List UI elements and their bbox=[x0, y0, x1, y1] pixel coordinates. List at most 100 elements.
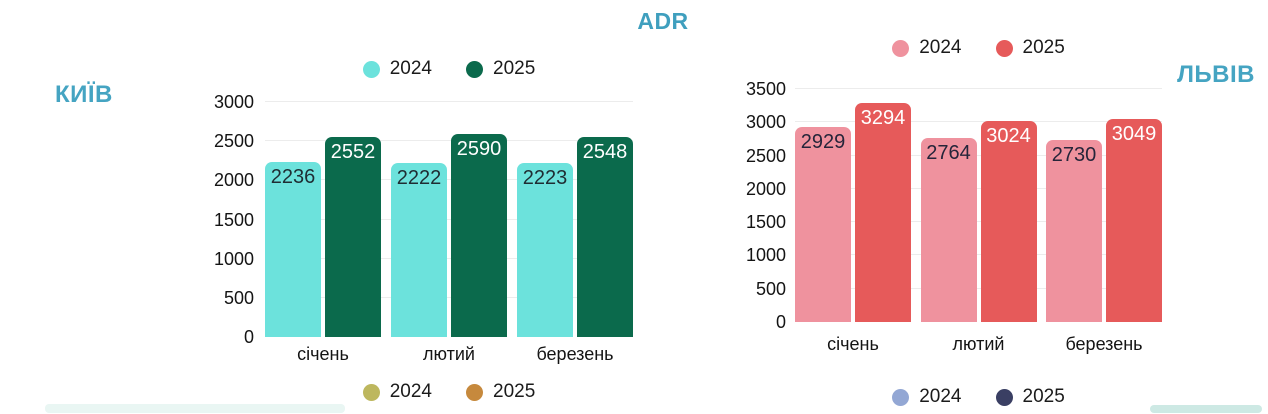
y-tick-label: 2000 bbox=[745, 178, 786, 199]
kyiv-y-axis: 0 500 1000 1500 2000 2500 3000 bbox=[180, 93, 254, 346]
kyiv-x-axis: січень лютий березень bbox=[265, 344, 633, 365]
bar-березень-2025: 3049 bbox=[1106, 119, 1162, 322]
bar-лютий-2025: 2590 bbox=[451, 134, 507, 337]
y-tick-label: 500 bbox=[755, 278, 786, 299]
bar-value-label: 3294 bbox=[860, 106, 906, 129]
gridline bbox=[265, 179, 633, 181]
bar-value-label: 3049 bbox=[1111, 123, 1157, 146]
legend-dot-icon bbox=[892, 388, 910, 406]
lviv-bars: 2929 3294 2764 3024 2730 3049 bbox=[795, 89, 1162, 322]
gridline bbox=[795, 187, 1162, 189]
gridline bbox=[795, 154, 1162, 156]
legend-dot-icon bbox=[362, 60, 380, 78]
bar-січень-2025: 2552 bbox=[325, 137, 381, 337]
bar-group-березень: 2730 3049 bbox=[1046, 89, 1162, 322]
gridline bbox=[265, 257, 633, 259]
x-axis-label-січень: січень bbox=[827, 334, 879, 354]
gridline bbox=[265, 140, 633, 142]
legend-item-2024: 2024 bbox=[362, 58, 432, 80]
legend-item-2025: 2025 bbox=[995, 386, 1065, 408]
bar-січень-2024: 2929 bbox=[795, 127, 851, 322]
legend-label: 2025 bbox=[493, 58, 536, 79]
legend-dot-icon bbox=[362, 383, 380, 401]
gridline bbox=[795, 287, 1162, 289]
bar-лютий-2025: 3024 bbox=[980, 120, 1037, 322]
lviv-chart: ЛЬВІВ 2024 2025 0 500 1000 1500 2000 2500 3000 3… bbox=[700, 28, 1268, 414]
legend-label: 2025 bbox=[1022, 386, 1065, 407]
legend-label: 2024 bbox=[919, 386, 962, 407]
y-tick-label: 1000 bbox=[745, 245, 786, 266]
legend-item-2025: 2025 bbox=[466, 58, 535, 80]
kyiv-gridlines bbox=[265, 101, 633, 337]
bar-value-label: 2764 bbox=[926, 142, 971, 164]
y-tick-label: 2000 bbox=[213, 170, 254, 191]
legend-dot-icon bbox=[466, 60, 483, 78]
bar-value-label: 3024 bbox=[986, 124, 1031, 147]
legend-label: 2024 bbox=[919, 37, 962, 58]
y-tick-label: 1500 bbox=[745, 212, 786, 233]
page-title: ADR bbox=[637, 8, 689, 34]
lviv-plot-area: 2929 3294 2764 3024 2730 3049 bbox=[795, 88, 1162, 322]
lviv-bottom-legend: 2024 2025 bbox=[795, 386, 1162, 408]
kyiv-plot-area: 2236 2552 2222 2590 2223 2548 bbox=[265, 101, 633, 337]
y-tick-label: 500 bbox=[223, 287, 254, 308]
legend-item-2025: 2025 bbox=[995, 37, 1065, 59]
gridline bbox=[265, 101, 633, 102]
bar-value-label: 2222 bbox=[396, 166, 442, 189]
bar-лютий-2024: 2764 bbox=[920, 138, 977, 322]
bar-value-label: 2730 bbox=[1051, 144, 1097, 167]
bar-group-січень: 2929 3294 bbox=[795, 89, 911, 322]
x-axis-label-лютий: лютий bbox=[952, 334, 1005, 354]
gridline bbox=[795, 254, 1162, 256]
legend-dot-icon bbox=[892, 39, 910, 57]
y-tick-label: 3000 bbox=[745, 112, 786, 133]
x-axis-label-березень: березень bbox=[536, 344, 614, 364]
lviv-x-axis: січень лютий березень bbox=[795, 334, 1162, 355]
x-axis-label-лютий: лютий bbox=[423, 344, 475, 364]
cutoff-content-bottom-right bbox=[1150, 405, 1262, 413]
bar-березень-2024: 2223 bbox=[517, 162, 573, 337]
y-tick-label: 3000 bbox=[213, 92, 254, 112]
lviv-chart-title: ЛЬВІВ bbox=[1177, 61, 1255, 88]
bar-value-label: 2223 bbox=[522, 166, 568, 189]
legend-dot-icon bbox=[995, 39, 1013, 57]
bar-group-січень: 2236 2552 bbox=[265, 102, 381, 337]
legend-item-2024: 2024 bbox=[892, 37, 962, 59]
bar-березень-2024: 2730 bbox=[1046, 140, 1102, 322]
y-tick-label: 3500 bbox=[745, 79, 786, 99]
lviv-y-axis: 0 500 1000 1500 2000 2500 3000 3500 bbox=[720, 80, 786, 331]
gridline bbox=[795, 121, 1162, 123]
kyiv-top-legend: 2024 2025 bbox=[265, 58, 633, 80]
legend-dot-icon bbox=[466, 383, 483, 401]
legend-item-2024: 2024 bbox=[362, 381, 432, 403]
gridline bbox=[795, 88, 1162, 89]
legend-dot-icon bbox=[995, 388, 1013, 406]
bar-value-label: 2590 bbox=[456, 138, 502, 161]
bar-value-label: 2552 bbox=[330, 141, 376, 164]
kyiv-chart: КИЇВ 2024 2025 0 500 1000 1500 2000 2500 3000 2… bbox=[40, 50, 680, 414]
bar-value-label: 2548 bbox=[582, 141, 628, 164]
bar-лютий-2024: 2222 bbox=[391, 162, 447, 337]
kyiv-bottom-legend: 2024 2025 bbox=[265, 381, 633, 403]
gridline bbox=[795, 221, 1162, 223]
legend-label: 2024 bbox=[389, 381, 432, 402]
legend-label: 2025 bbox=[493, 381, 536, 402]
cutoff-content-bottom-left bbox=[45, 404, 345, 413]
kyiv-bars: 2236 2552 2222 2590 2223 2548 bbox=[265, 102, 633, 337]
bar-січень-2024: 2236 bbox=[265, 161, 321, 337]
bar-group-лютий: 2764 3024 bbox=[920, 89, 1037, 322]
y-tick-label: 2500 bbox=[745, 145, 786, 166]
y-tick-label: 0 bbox=[775, 312, 786, 332]
x-axis-label-січень: січень bbox=[297, 344, 349, 364]
legend-item-2024: 2024 bbox=[892, 386, 962, 408]
x-axis-label-березень: березень bbox=[1065, 334, 1143, 354]
legend-label: 2024 bbox=[389, 58, 432, 79]
legend-item-2025: 2025 bbox=[466, 381, 535, 403]
bar-value-label: 2236 bbox=[270, 165, 316, 188]
y-tick-label: 0 bbox=[243, 327, 254, 347]
bar-value-label: 2929 bbox=[800, 131, 846, 154]
kyiv-chart-title: КИЇВ bbox=[55, 81, 113, 108]
bar-group-лютий: 2222 2590 bbox=[391, 102, 507, 337]
gridline bbox=[265, 218, 633, 220]
legend-label: 2025 bbox=[1022, 37, 1065, 58]
